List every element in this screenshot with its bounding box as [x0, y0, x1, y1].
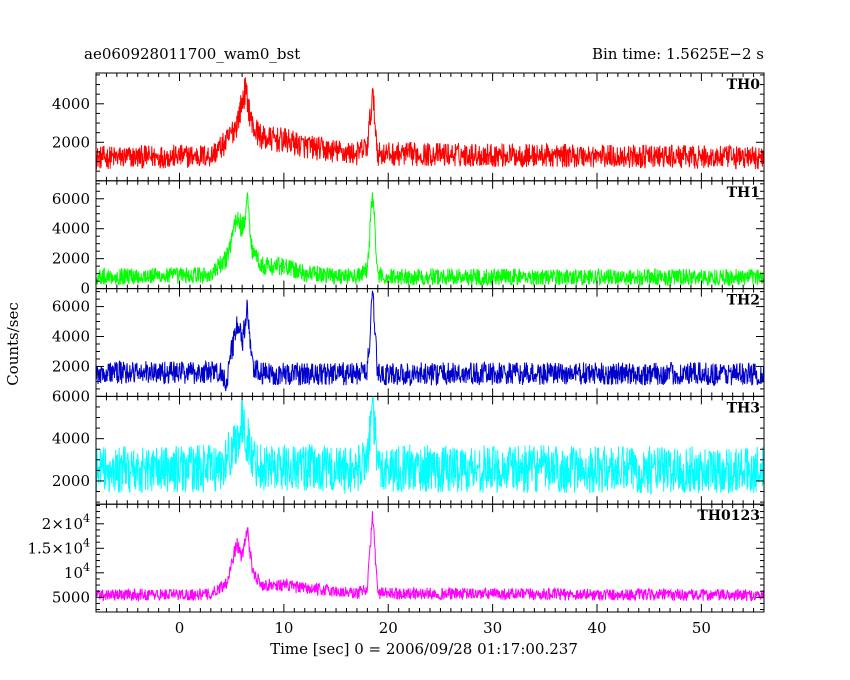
panel-label: TH1 [727, 185, 760, 201]
chart-title-left: ae060928011700_wam0_bst [84, 45, 300, 63]
y-tick-label: 2000 [52, 133, 90, 151]
panel-th3: 2000 4000 6000 TH3 [52, 387, 765, 505]
series-th0 [96, 77, 764, 170]
series-th3 [96, 396, 764, 496]
panel-th0: 2000 4000 TH0 [52, 72, 765, 182]
y-tick-label: 6000 [52, 298, 90, 316]
y-tick-label: 2×104 [42, 512, 90, 533]
series-th0123 [96, 511, 764, 603]
y-tick-label: 4000 [52, 95, 90, 113]
x-tick-label: 10 [274, 619, 293, 637]
series-th2 [96, 290, 764, 392]
y-tick-label: 0 [80, 280, 90, 298]
panel-label: TH0123 [697, 508, 760, 524]
x-tick-label: 20 [379, 619, 398, 637]
y-tick-label: 4000 [52, 328, 90, 346]
panel-th0123: 5000 104 1.5×104 2×104 TH0123 [27, 503, 765, 613]
panels-group: 2000 4000 TH0 0 2000 4000 6000 TH1 2000 4000 6000 T… [27, 72, 765, 613]
y-tick-label: 4000 [52, 220, 90, 238]
panel-th1: 0 2000 4000 6000 TH1 [52, 180, 765, 298]
chart-title-right: Bin time: 1.5625E−2 s [592, 45, 764, 63]
y-tick-label: 6000 [52, 387, 90, 405]
x-tick-label: 0 [175, 619, 185, 637]
y-axis-label: Counts/sec [4, 302, 22, 386]
y-tick-label: 5000 [52, 588, 90, 606]
x-tick-label: 40 [587, 619, 606, 637]
y-tick-label: 104 [64, 561, 90, 582]
panel-label: TH0 [727, 77, 761, 93]
panel-label: TH3 [727, 400, 760, 416]
x-axis: 0 10 20 30 40 50 [175, 619, 711, 637]
y-tick-label: 2000 [52, 357, 90, 375]
panel-frame [95, 180, 765, 290]
panel-label: TH2 [727, 293, 760, 309]
series-th1 [96, 192, 764, 287]
y-tick-label: 1.5×104 [27, 536, 90, 557]
y-tick-label: 2000 [52, 250, 90, 268]
y-tick-label: 4000 [52, 430, 90, 448]
y-tick-label: 6000 [52, 190, 90, 208]
x-tick-label: 50 [692, 619, 711, 637]
x-tick-label: 30 [483, 619, 502, 637]
panel-th2: 2000 4000 6000 TH2 [52, 288, 765, 397]
x-axis-label: Time [sec] 0 = 2006/09/28 01:17:00.237 [270, 640, 578, 658]
y-tick-label: 2000 [52, 472, 90, 490]
